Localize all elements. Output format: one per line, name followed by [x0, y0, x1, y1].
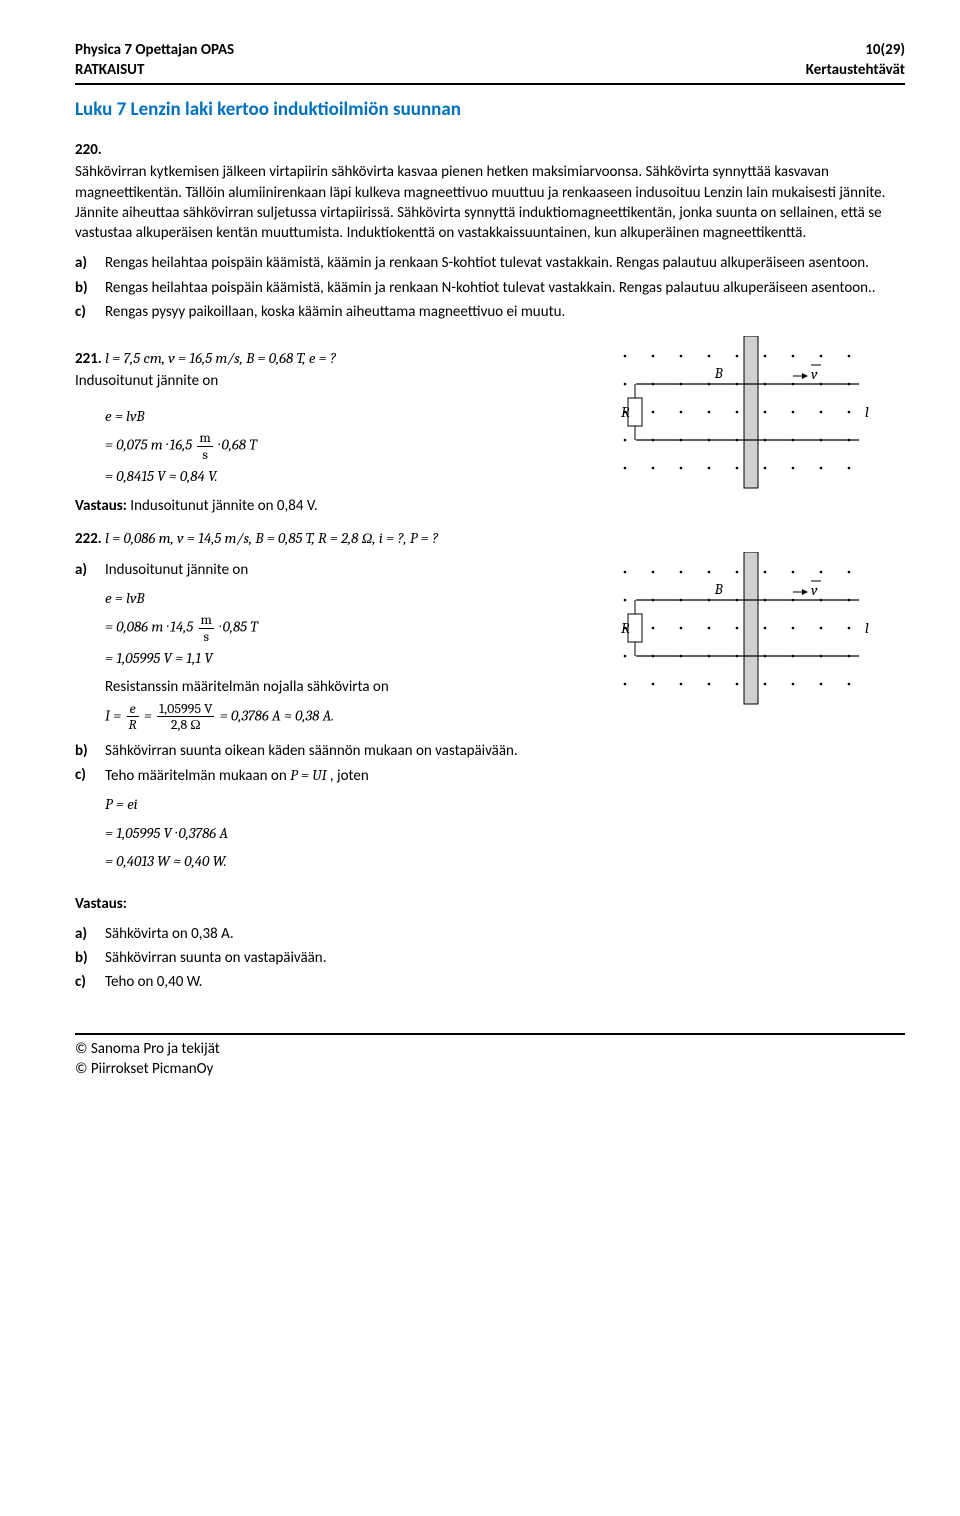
- equation: I = eR = 1,05995 V2,8 Ω = 0,3786 A ≈ 0,3…: [105, 701, 585, 733]
- list-item: a) Rengas heilahtaa poispäin käämistä, k…: [75, 253, 905, 273]
- item-text: Rengas heilahtaa poispäin käämistä, kääm…: [105, 253, 869, 273]
- header-section: Kertaustehtävät: [806, 60, 905, 80]
- item-text: Sähkövirran suunta on vastapäivään.: [105, 948, 326, 968]
- page-header: Physica 7 Opettajan OPAS RATKAISUT 10(29…: [75, 40, 905, 85]
- equation: = 1,05995 V · 0,3786 A: [105, 819, 585, 848]
- item-text: Rengas pysyy paikoillaan, koska käämin a…: [105, 302, 565, 322]
- answer-221: Vastaus: Indusoitunut jännite on 0,84 V.: [75, 496, 905, 516]
- list-item: b) Sähkövirran suunta oikean käden säänn…: [75, 741, 585, 761]
- problem-220-number: 220.: [75, 140, 905, 160]
- svg-text:B: B: [714, 364, 724, 382]
- answer-222-label: Vastaus:: [75, 894, 905, 914]
- item-text: Rengas heilahtaa poispäin käämistä, kääm…: [105, 278, 876, 298]
- item-text: Indusoitunut jännite on: [105, 561, 248, 579]
- svg-text:B: B: [714, 580, 724, 598]
- problem-222-list: a) Indusoitunut jännite on e = lvB = 0,0…: [75, 560, 585, 880]
- page-footer: © Sanoma Pro ja tekijät © Piirrokset Pic…: [75, 1033, 905, 1080]
- list-item: b) Rengas heilahtaa poispäin käämistä, k…: [75, 278, 905, 298]
- item-label: c): [75, 765, 105, 880]
- equation: = 0,086 m · 14,5 ms · 0,85 T: [105, 612, 585, 644]
- page-number: 10(29): [806, 40, 905, 60]
- circuit-diagram-221: R Bv l: [605, 336, 905, 496]
- item-text: Resistanssin määritelmän nojalla sähkövi…: [105, 678, 389, 696]
- svg-text:v: v: [811, 581, 818, 599]
- item-label: a): [75, 560, 105, 737]
- equation: e = lvB: [105, 402, 585, 431]
- equation: = 0,8415 V ≈ 0,84 V.: [105, 462, 585, 491]
- problem-222-number: 222. l = 0,086 m, v = 14,5 m/s, B = 0,85…: [75, 528, 905, 549]
- chapter-title: Luku 7 Lenzin laki kertoo induktioilmiön…: [75, 97, 905, 123]
- circuit-diagram-222: R Bv l: [605, 552, 905, 712]
- copyright-line: © Piirrokset PicmanOy: [75, 1059, 905, 1079]
- list-item: c) Teho on 0,40 W.: [75, 972, 905, 992]
- item-text: , joten: [330, 767, 369, 785]
- header-subtitle: RATKAISUT: [75, 60, 234, 80]
- list-item: a) Indusoitunut jännite on e = lvB = 0,0…: [75, 560, 585, 737]
- problem-221-number: 221. l = 7,5 cm, v = 16,5 m/s, B = 0,68 …: [75, 348, 585, 369]
- equation-block: I = eR = 1,05995 V2,8 Ω = 0,3786 A ≈ 0,3…: [105, 701, 585, 733]
- item-label: c): [75, 302, 105, 322]
- equation: e = lvB: [105, 584, 585, 613]
- answer-222-list: a) Sähkövirta on 0,38 A. b) Sähkövirran …: [75, 924, 905, 993]
- item-label: b): [75, 741, 105, 761]
- item-label: b): [75, 948, 105, 968]
- list-item: c) Rengas pysyy paikoillaan, koska käämi…: [75, 302, 905, 322]
- svg-text:l: l: [865, 619, 869, 637]
- item-text: Teho on 0,40 W.: [105, 972, 202, 992]
- item-label: a): [75, 253, 105, 273]
- svg-text:l: l: [865, 403, 869, 421]
- list-item: a) Sähkövirta on 0,38 A.: [75, 924, 905, 944]
- equation: P = ei: [105, 790, 585, 819]
- copyright-line: © Sanoma Pro ja tekijät: [75, 1039, 905, 1059]
- svg-text:R: R: [621, 403, 630, 421]
- equation: = 0,075 m · 16,5 ms · 0,68 T: [105, 430, 585, 462]
- item-text: Teho määritelmän mukaan on: [105, 767, 290, 785]
- item-text: Sähkövirran suunta oikean käden säännön …: [105, 741, 518, 761]
- problem-220-intro: Sähkövirran kytkemisen jälkeen virtapiir…: [75, 162, 905, 243]
- item-label: a): [75, 924, 105, 944]
- item-label: b): [75, 278, 105, 298]
- equation: = 1,05995 V ≈ 1,1 V: [105, 644, 585, 673]
- equation-block: e = lvB = 0,086 m · 14,5 ms · 0,85 T = 1…: [105, 584, 585, 673]
- item-label: c): [75, 972, 105, 992]
- equation: = 0,4013 W ≈ 0,40 W.: [105, 847, 585, 876]
- svg-text:R: R: [621, 619, 630, 637]
- equation-block: P = ei = 1,05995 V · 0,3786 A = 0,4013 W…: [105, 790, 585, 876]
- problem-221-line: Indusoitunut jännite on: [75, 371, 585, 391]
- list-item: c) Teho määritelmän mukaan on P = UI , j…: [75, 765, 585, 880]
- problem-220-list: a) Rengas heilahtaa poispäin käämistä, k…: [75, 253, 905, 322]
- list-item: b) Sähkövirran suunta on vastapäivään.: [75, 948, 905, 968]
- svg-text:v: v: [811, 365, 818, 383]
- item-text: Sähkövirta on 0,38 A.: [105, 924, 234, 944]
- header-title: Physica 7 Opettajan OPAS: [75, 40, 234, 60]
- equation-block: e = lvB = 0,075 m · 16,5 ms · 0,68 T = 0…: [105, 402, 585, 491]
